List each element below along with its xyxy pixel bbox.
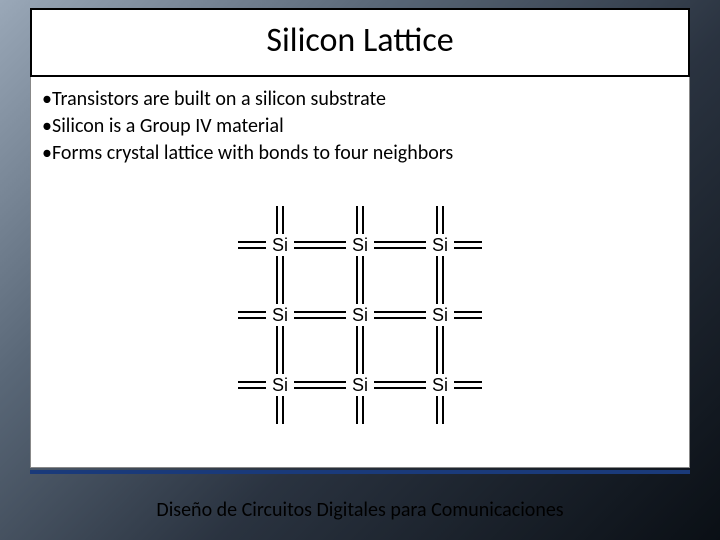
lattice-diagram: Si Si Si Si Si Si Si Si Si [0,190,720,440]
bullet-item: •Silicon is a Group IV material [42,113,682,140]
bullet-list: •Transistors are built on a silicon subs… [42,86,682,167]
bullet-item: •Transistors are built on a silicon subs… [42,86,682,113]
svg-text:Si: Si [432,305,448,325]
svg-text:Si: Si [272,235,288,255]
slide-background: Silicon Lattice •Transistors are built o… [0,0,720,540]
footer-bar [30,470,690,474]
slide-title: Silicon Lattice [32,20,688,61]
svg-text:Si: Si [352,235,368,255]
bullet-text: Silicon is a Group IV material [52,114,284,138]
title-box: Silicon Lattice [30,8,690,77]
svg-text:Si: Si [432,375,448,395]
bullet-item: •Forms crystal lattice with bonds to fou… [42,140,682,167]
svg-text:Si: Si [352,305,368,325]
svg-text:Si: Si [352,375,368,395]
bullet-text: Forms crystal lattice with bonds to four… [52,141,453,165]
svg-text:Si: Si [432,235,448,255]
bullet-text: Transistors are built on a silicon subst… [52,87,386,111]
svg-text:Si: Si [272,305,288,325]
footer-text: Diseño de Circuitos Digitales para Comun… [0,498,720,522]
lattice-svg: Si Si Si Si Si Si Si Si Si [200,190,520,440]
svg-text:Si: Si [272,375,288,395]
